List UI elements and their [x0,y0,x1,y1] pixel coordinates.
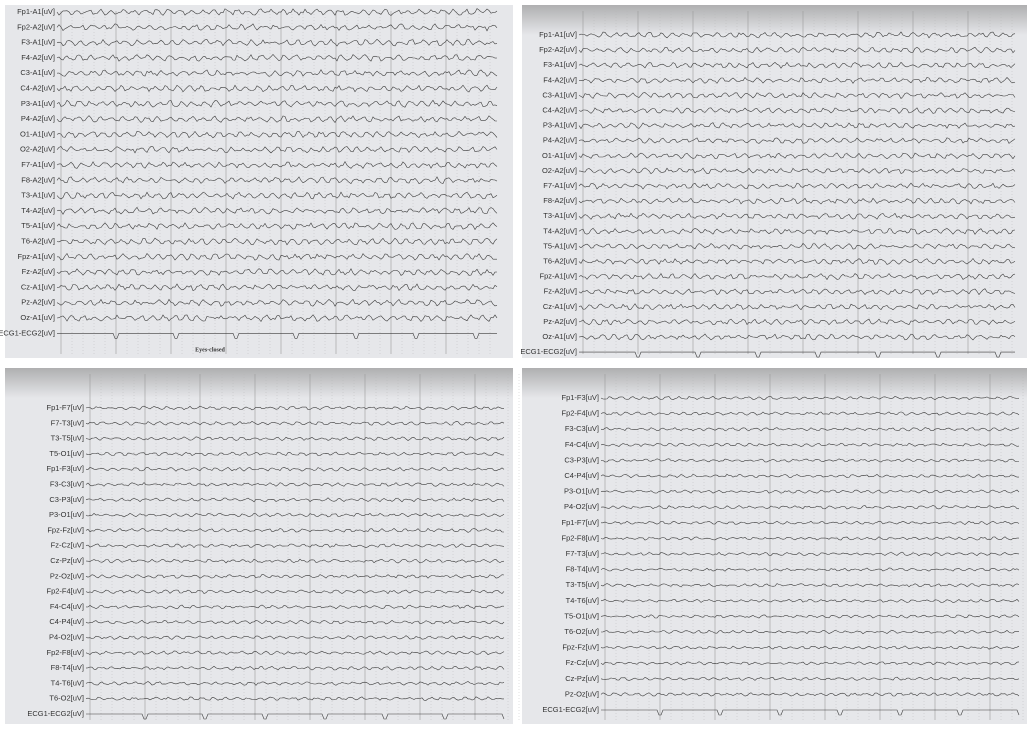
channel-label: C3-P3[uV] [564,455,599,464]
channel-label: P3-A1[uV] [543,121,577,130]
channel-label: Fz-A2[uV] [544,287,577,296]
channel-label: F8-A2[uV] [543,196,577,205]
channel-label: Fp2-F4[uV] [561,409,599,418]
eeg-panel: Fp1-A1[uV] Fp2-A2[uV] F3-A1[uV] F4-A2[uV] C3… [520,5,1027,358]
channel-label: T3-A1[uV] [543,211,577,220]
channel-label: T3-A1[uV] [21,191,55,200]
channel-label: C3-P3[uV] [49,495,84,504]
paper [522,5,1027,358]
channel-label: ECG1-ECG2[uV] [27,709,84,718]
channel-label: ECG1-ECG2[uV] [520,347,577,356]
channel-label: Fpz-A1[uV] [17,252,55,261]
channel-label: Pz-Oz[uV] [50,571,84,580]
eeg-panel: Fp1-A1[uV] Fp2-A2[uV] F3-A1[uV] F4-A2[uV] C3… [0,5,513,358]
channel-label: T6-A2[uV] [21,236,55,245]
eeg-collage: Fp1-A1[uV] Fp2-A2[uV] F3-A1[uV] F4-A2[uV] C3… [0,0,1027,724]
channel-label: F4-C4[uV] [565,440,599,449]
channel-label: C4-P4[uV] [564,471,599,480]
channel-label: Cz-Pz[uV] [565,674,599,683]
channel-label: Oz-A1[uV] [20,313,55,322]
channel-label: Fp2-F4[uV] [46,587,84,596]
channel-label: T4-A2[uV] [543,226,577,235]
channel-label: Pz-A2[uV] [21,298,55,307]
channel-label: P4-A2[uV] [21,114,55,123]
channel-label: T4-T6[uV] [566,596,599,605]
channel-label: Oz-A1[uV] [542,332,577,341]
channel-label: O2-A2[uV] [542,166,577,175]
channel-label: Pz-A2[uV] [543,317,577,326]
channel-label: T4-T6[uV] [51,678,84,687]
channel-label: T5-O1[uV] [564,611,599,620]
channel-label: F3-A1[uV] [21,38,55,47]
channel-label: F4-A2[uV] [21,53,55,62]
channel-label: P4-O2[uV] [49,632,84,641]
channel-label: Fz-Cz[uV] [566,658,599,667]
channel-label: Fp1-F7[uV] [561,518,599,527]
channel-label: O2-A2[uV] [20,145,55,154]
channel-label: Fp1-A1[uV] [539,30,577,39]
channel-label: Fpz-A1[uV] [539,272,577,281]
photo-shadow [5,368,513,398]
channel-label: F7-T3[uV] [566,549,599,558]
photo-shadow [522,5,1027,35]
channel-label: Fp1-A1[uV] [17,7,55,16]
channel-label: C3-A1[uV] [20,68,55,77]
channel-label: Cz-A1[uV] [21,282,55,291]
channel-label: P4-O2[uV] [564,502,599,511]
channel-label: Fp1-F3[uV] [46,464,84,473]
channel-label: C4-A2[uV] [20,83,55,92]
channel-label: F7-A1[uV] [21,160,55,169]
channel-label: F3-C3[uV] [50,479,84,488]
channel-label: T3-T5[uV] [566,580,599,589]
channel-label: O1-A1[uV] [20,129,55,138]
channel-label: C3-A1[uV] [542,90,577,99]
channel-label: Cz-A1[uV] [543,302,577,311]
channel-label: Fp1-F3[uV] [561,393,599,402]
channel-label: T3-T5[uV] [51,434,84,443]
channel-label: Fp2-A2[uV] [17,22,55,31]
channel-label: Cz-Pz[uV] [50,556,84,565]
event-annotation: Eyes-closed [195,347,225,353]
channel-label: F7-A1[uV] [543,181,577,190]
channel-label: F4-C4[uV] [50,602,84,611]
channel-label: F7-T3[uV] [51,418,84,427]
eeg-panel: Fp1-F7[uV] F7-T3[uV] T3-T5[uV] T5-O1[uV] Fp1… [5,368,519,724]
channel-label: T5-A1[uV] [21,221,55,230]
channel-label: ECG1-ECG2[uV] [542,705,599,714]
channel-label: Fpz-Fz[uV] [47,525,84,534]
channel-label: Fp2-F8[uV] [561,533,599,542]
channel-label: P4-A2[uV] [543,136,577,145]
channel-label: Fp1-F7[uV] [46,403,84,412]
paper [522,368,1027,724]
channel-label: C4-P4[uV] [49,617,84,626]
channel-label: F8-T4[uV] [566,565,599,574]
channel-label: F3-A1[uV] [543,60,577,69]
channel-label: F4-A2[uV] [543,75,577,84]
channel-label: ECG1-ECG2[uV] [0,328,55,337]
channel-label: P3-A1[uV] [21,99,55,108]
channel-label: T6-O2[uV] [564,627,599,636]
channel-label: T4-A2[uV] [21,206,55,215]
channel-label: T5-O1[uV] [49,449,84,458]
channel-label: Fz-A2[uV] [22,267,55,276]
channel-label: C4-A2[uV] [542,105,577,114]
channel-label: Fp2-A2[uV] [539,45,577,54]
channel-label: F8-A2[uV] [21,175,55,184]
channel-label: F8-T4[uV] [51,663,84,672]
channel-label: Pz-Oz[uV] [565,689,599,698]
channel-label: O1-A1[uV] [542,151,577,160]
channel-label: F3-C3[uV] [565,424,599,433]
channel-label: T5-A1[uV] [543,241,577,250]
channel-label: Fz-Cz[uV] [51,541,84,550]
channel-label: Fpz-Fz[uV] [562,643,599,652]
channel-label: T6-A2[uV] [543,256,577,265]
channel-label: P3-O1[uV] [49,510,84,519]
page: Fp1-A1[uV] Fp2-A2[uV] F3-A1[uV] F4-A2[uV] C3… [0,0,1027,724]
channel-label: T6-O2[uV] [49,694,84,703]
channel-label: P3-O1[uV] [564,487,599,496]
channel-label: Fp2-F8[uV] [46,648,84,657]
eeg-panel: Fp1-F3[uV] Fp2-F4[uV] F3-C3[uV] F4-C4[uV] C3… [522,368,1027,724]
